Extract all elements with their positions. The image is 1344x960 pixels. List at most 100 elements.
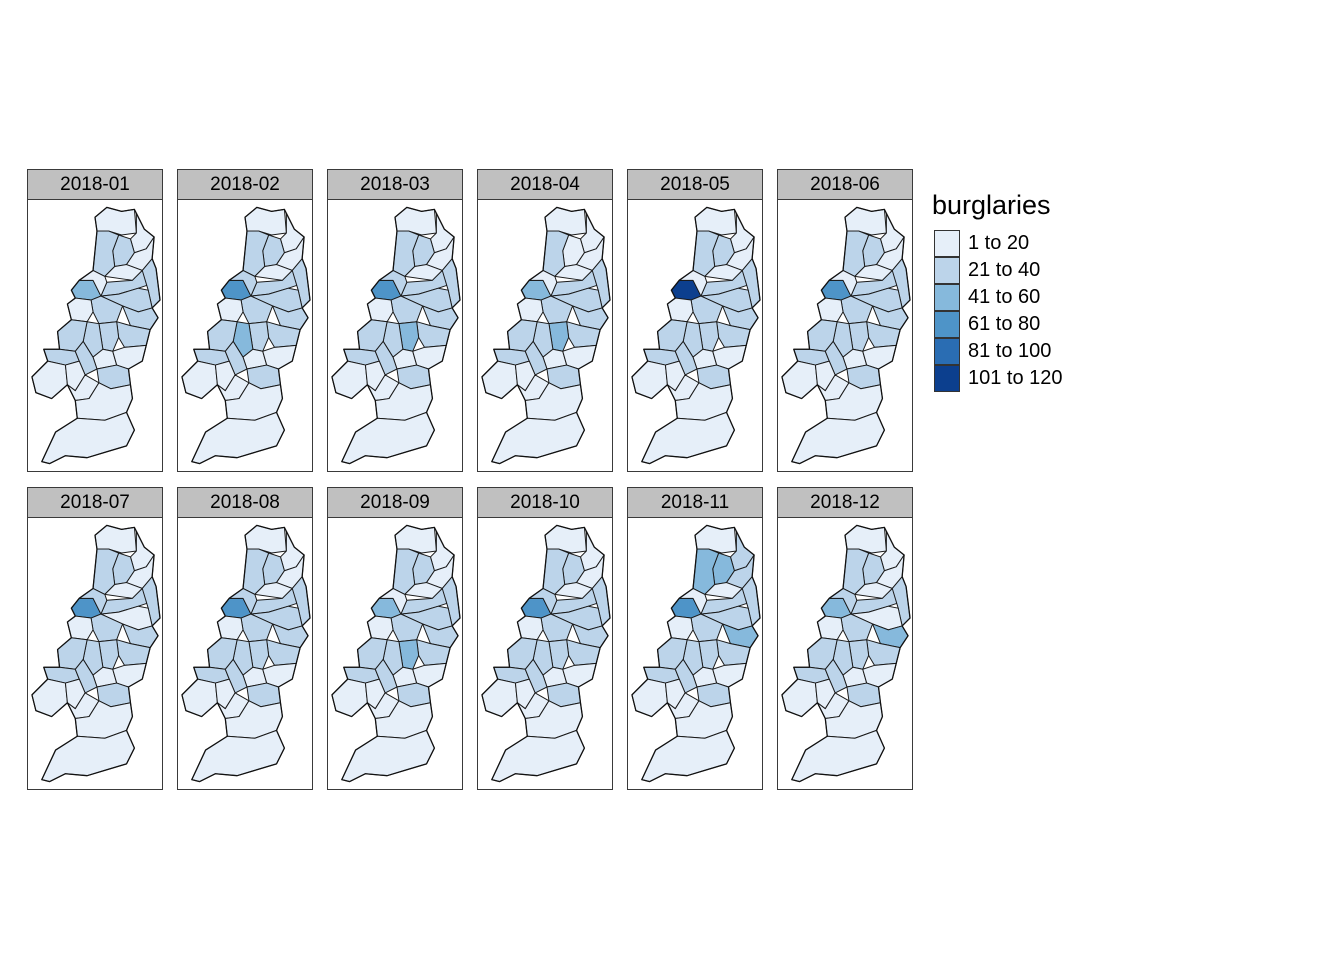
district-region (491, 411, 585, 465)
district-region (191, 729, 285, 783)
legend-swatch (934, 284, 960, 311)
map-panel: 2018-09 (327, 487, 463, 790)
district-region (41, 729, 135, 783)
panel-date-label: 2018-01 (27, 169, 163, 200)
choropleth-map (777, 200, 913, 472)
district-region (491, 729, 585, 783)
district-map (181, 524, 311, 783)
city-boundary (181, 524, 311, 783)
city-boundary (781, 206, 911, 465)
district-region (404, 264, 443, 281)
district-region (854, 264, 893, 281)
choropleth-map (627, 200, 763, 472)
city-boundary (481, 524, 611, 783)
map-panel: 2018-08 (177, 487, 313, 790)
legend-label: 81 to 100 (968, 340, 1052, 362)
district-region (104, 264, 143, 281)
legend-label: 101 to 120 (968, 367, 1063, 389)
choropleth-map (327, 200, 463, 472)
map-panel: 2018-02 (177, 169, 313, 472)
city-boundary (781, 524, 911, 783)
panel-date-label: 2018-11 (627, 487, 763, 518)
district-region (791, 411, 885, 465)
district-region (404, 582, 443, 599)
district-map (631, 206, 761, 465)
choropleth-map (177, 200, 313, 472)
city-boundary (631, 206, 761, 465)
district-region (854, 582, 893, 599)
district-region (554, 264, 593, 281)
district-region (791, 729, 885, 783)
legend-label: 41 to 60 (968, 286, 1041, 308)
legend-swatch (934, 257, 960, 284)
city-boundary (331, 206, 461, 465)
map-panel: 2018-10 (477, 487, 613, 790)
district-region (704, 264, 743, 281)
map-panel: 2018-12 (777, 487, 913, 790)
legend-item: 101 to 120 (932, 365, 1063, 392)
legend-item: 41 to 60 (932, 284, 1063, 311)
choropleth-map (177, 518, 313, 790)
legend-items: 1 to 20 21 to 40 41 to 60 61 to 80 81 to 100… (932, 230, 1063, 392)
district-map (181, 206, 311, 465)
district-region (641, 411, 735, 465)
city-boundary (181, 206, 311, 465)
choropleth-map (777, 518, 913, 790)
district-map (31, 524, 161, 783)
panel-date-label: 2018-06 (777, 169, 913, 200)
legend-item: 61 to 80 (932, 311, 1063, 338)
choropleth-map (27, 518, 163, 790)
choropleth-map (627, 518, 763, 790)
panel-date-label: 2018-02 (177, 169, 313, 200)
district-map (631, 524, 761, 783)
panel-date-label: 2018-08 (177, 487, 313, 518)
district-region (641, 729, 735, 783)
district-map (481, 524, 611, 783)
legend-item: 81 to 100 (932, 338, 1063, 365)
district-region (341, 411, 435, 465)
district-map (481, 206, 611, 465)
city-boundary (631, 524, 761, 783)
legend-swatch (934, 338, 960, 365)
map-panel: 2018-11 (627, 487, 763, 790)
map-panel: 2018-04 (477, 169, 613, 472)
district-map (331, 524, 461, 783)
legend-swatch (934, 365, 960, 392)
map-panel: 2018-05 (627, 169, 763, 472)
legend: burglaries 1 to 20 21 to 40 41 to 60 61 to … (932, 188, 1063, 392)
map-panel: 2018-07 (27, 487, 163, 790)
choropleth-map (477, 518, 613, 790)
legend-label: 1 to 20 (968, 232, 1030, 254)
district-region (104, 582, 143, 599)
map-panel: 2018-03 (327, 169, 463, 472)
district-region (254, 264, 293, 281)
city-boundary (331, 524, 461, 783)
legend-item: 21 to 40 (932, 257, 1063, 284)
choropleth-map (327, 518, 463, 790)
district-map (781, 524, 911, 783)
panel-date-label: 2018-05 (627, 169, 763, 200)
legend-title: burglaries (932, 190, 1051, 220)
district-region (341, 729, 435, 783)
legend-swatch (934, 311, 960, 338)
city-boundary (31, 206, 161, 465)
district-region (554, 582, 593, 599)
legend-label: 61 to 80 (968, 313, 1041, 335)
panel-date-label: 2018-04 (477, 169, 613, 200)
district-map (31, 206, 161, 465)
legend-swatch (934, 230, 960, 257)
facet-grid: 2018-01 2018-02 2018-03 2018-04 2018-05 2018-… (27, 169, 913, 790)
district-region (191, 411, 285, 465)
panel-date-label: 2018-12 (777, 487, 913, 518)
legend-item: 1 to 20 (932, 230, 1063, 257)
legend-label: 21 to 40 (968, 259, 1041, 281)
city-boundary (31, 524, 161, 783)
district-region (704, 582, 743, 599)
map-panel: 2018-06 (777, 169, 913, 472)
district-region (254, 582, 293, 599)
panel-date-label: 2018-10 (477, 487, 613, 518)
panel-date-label: 2018-09 (327, 487, 463, 518)
panel-date-label: 2018-03 (327, 169, 463, 200)
district-map (331, 206, 461, 465)
choropleth-map (477, 200, 613, 472)
